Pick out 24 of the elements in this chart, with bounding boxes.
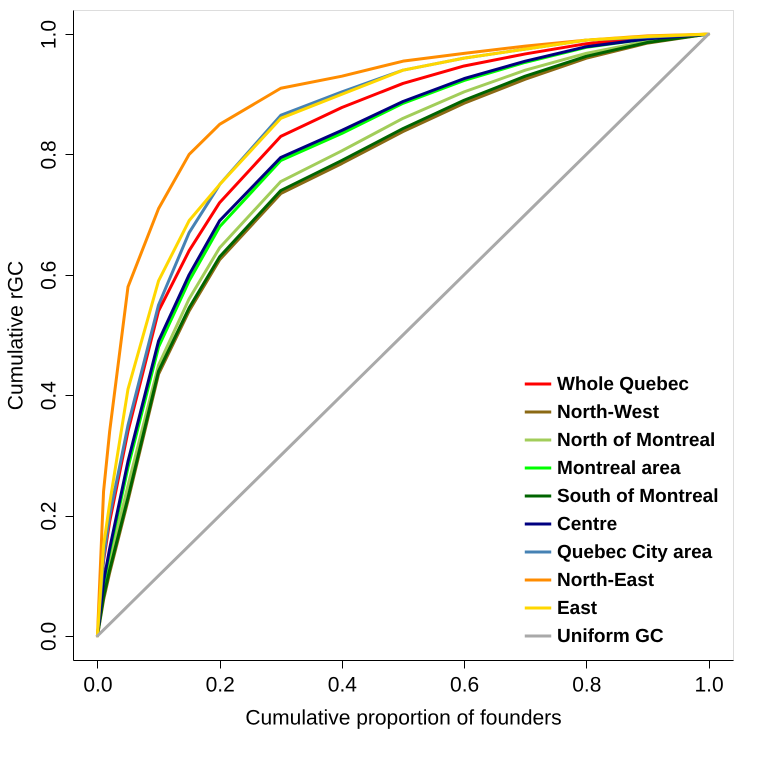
y-tick-label: 0.0	[38, 622, 60, 652]
y-tick-label: 1.0	[38, 20, 60, 50]
y-axis-title: Cumulative rGC	[4, 260, 28, 410]
legend-label: North-East	[557, 570, 655, 591]
x-tick-label: 0.0	[83, 674, 113, 696]
legend-label: Uniform GC	[557, 626, 664, 647]
legend-label: Montreal area	[557, 458, 681, 479]
x-tick-label: 0.2	[206, 674, 235, 696]
x-axis-title: Cumulative proportion of founders	[245, 706, 562, 730]
legend-label: Whole Quebec	[557, 374, 690, 395]
legend-label: Quebec City area	[557, 542, 713, 563]
x-tick-label: 0.4	[328, 674, 358, 696]
legend-label: Centre	[557, 514, 618, 535]
y-tick-label: 0.2	[38, 501, 60, 531]
legend-label: South of Montreal	[557, 486, 718, 507]
legend-label: North-West	[557, 402, 660, 423]
y-tick-label: 0.4	[38, 380, 60, 410]
y-tick-label: 0.8	[38, 140, 60, 170]
x-tick-label: 0.8	[572, 674, 602, 696]
x-tick-label: 0.6	[450, 674, 480, 696]
legend-label: North of Montreal	[557, 430, 716, 451]
legend-label: East	[557, 598, 598, 619]
x-tick-label: 1.0	[694, 674, 724, 696]
y-tick-label: 0.6	[38, 260, 60, 290]
